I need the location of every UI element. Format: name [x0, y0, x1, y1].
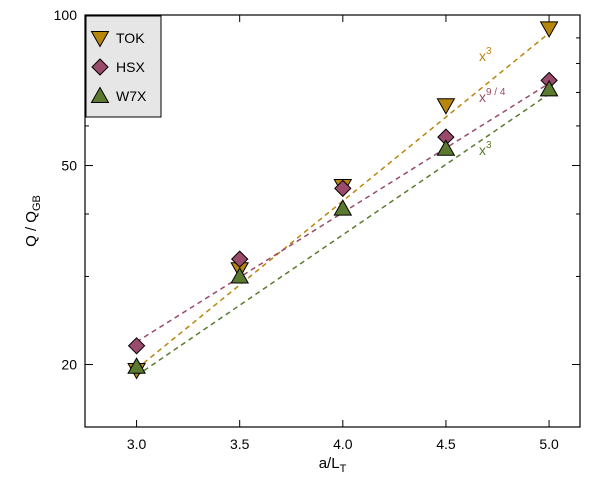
fit-label-w7x: x3	[479, 140, 492, 158]
data-point-hsx	[127, 337, 146, 355]
fit-label-exponent: 3	[486, 140, 492, 151]
legend-marker-w7x	[90, 86, 110, 103]
legend-marker-tok	[90, 31, 110, 48]
data-point-tok	[436, 98, 456, 115]
y-axis-label-main: Q / Q	[23, 211, 40, 247]
legend-label-tok: TOK	[116, 30, 145, 46]
data-point-tok	[539, 21, 559, 38]
x-axis-label-sub: T	[340, 463, 347, 475]
x-tick-label: 3.0	[127, 436, 147, 452]
fit-label-exponent: 9 / 4	[486, 87, 506, 98]
fit-label-base: x	[479, 142, 486, 158]
marker-layer	[127, 21, 559, 380]
data-point-w7x	[436, 139, 456, 156]
data-point-w7x	[230, 266, 250, 284]
fit-label-base: x	[479, 89, 486, 105]
fit-label-hsx: x9 / 4	[479, 87, 506, 105]
x-axis-label: a/LT	[319, 455, 347, 475]
tick-layer: 3.0 3.5 4.0 4.5 5.0 20 50 100	[54, 7, 580, 452]
y-tick-label: 100	[54, 7, 78, 23]
fit-label-exponent: 3	[486, 46, 492, 57]
plot-frame	[84, 14, 581, 428]
legend-label-hsx: HSX	[116, 59, 145, 75]
data-point-hsx	[334, 179, 352, 198]
data-point-w7x	[539, 79, 559, 97]
y-tick-label: 20	[61, 357, 77, 373]
data-point-w7x	[127, 357, 146, 374]
legend-label-w7x: W7X	[116, 88, 147, 104]
y-axis-label-sub: GB	[31, 195, 43, 211]
x-tick-label: 4.0	[333, 436, 353, 452]
x-tick-label: 5.0	[539, 436, 559, 452]
legend: TOK HSX W7X	[85, 15, 162, 118]
x-tick-label: 4.5	[436, 436, 456, 452]
legend-marker-hsx	[91, 58, 109, 76]
fit-label-base: x	[479, 48, 486, 64]
y-tick-label: 50	[61, 158, 77, 174]
plot-frame-group	[84, 14, 581, 428]
x-axis-label-main: a/L	[319, 455, 340, 472]
data-point-w7x	[333, 199, 353, 216]
x-tick-label: 3.5	[230, 436, 250, 452]
y-axis-label: Q / QGB	[23, 195, 43, 247]
fit-label-tok: x3	[479, 46, 492, 64]
fit-line-w7x	[136, 93, 550, 377]
axis-labels: a/LT Q / QGB	[23, 195, 347, 475]
